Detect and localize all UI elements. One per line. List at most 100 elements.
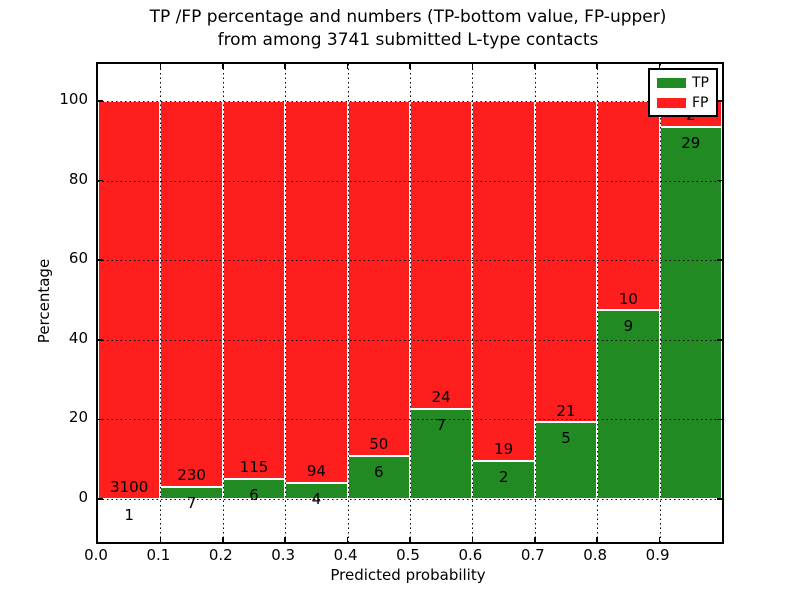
- x-tick-label: 0.0: [84, 546, 108, 564]
- x-tick-label: 0.8: [583, 546, 608, 564]
- legend: TP FP: [648, 68, 718, 117]
- tp-count-label: 7: [186, 494, 197, 513]
- x-tick-mark: [471, 537, 474, 542]
- x-tick-mark: [534, 537, 536, 542]
- x-tick-mark-top: [222, 64, 224, 69]
- y-tick-label: 60: [68, 249, 88, 268]
- gridline-vertical: [410, 64, 411, 542]
- chart-title-line1: TP /FP percentage and numbers (TP-bottom…: [149, 7, 667, 27]
- chart-title: TP /FP percentage and numbers (TP-bottom…: [96, 6, 720, 52]
- y-tick-mark-right: [717, 100, 722, 102]
- fp-bar-segment: [347, 101, 410, 457]
- y-tick-mark-right: [717, 498, 722, 500]
- fp-bar-segment: [98, 101, 161, 499]
- y-tick-mark: [98, 498, 103, 500]
- x-tick-label: 0.9: [645, 546, 670, 564]
- x-tick-label: 0.7: [520, 546, 545, 564]
- x-tick-mark-top: [596, 64, 598, 69]
- fp-count-label: 230: [177, 466, 206, 485]
- gridline-vertical: [659, 64, 661, 542]
- x-tick-mark: [596, 537, 598, 542]
- x-tick-mark: [222, 537, 224, 542]
- fp-bar-segment: [410, 101, 473, 410]
- tp-bar-segment: [472, 461, 535, 499]
- legend-label-tp: TP: [692, 75, 709, 91]
- y-tick-label: 0: [78, 488, 88, 506]
- x-axis-label: Predicted probability: [330, 566, 486, 584]
- legend-entry-fp: FP: [650, 96, 716, 110]
- tp-bar-segment: [659, 126, 722, 499]
- fp-count-label: 3100: [110, 477, 149, 496]
- x-tick-mark-top: [409, 64, 411, 69]
- y-tick-mark: [98, 179, 103, 182]
- tp-bar-segment: [347, 456, 410, 499]
- x-tick-label: 0.1: [146, 546, 171, 564]
- fp-count-label: 24: [431, 388, 451, 407]
- tp-count-label: 2: [498, 468, 509, 486]
- x-tick-mark-top: [159, 64, 162, 69]
- legend-entry-tp: TP: [650, 76, 716, 90]
- x-tick-mark-top: [471, 64, 474, 69]
- legend-label-fp: FP: [692, 95, 709, 111]
- x-tick-mark-top: [284, 64, 286, 69]
- fp-count-label: 94: [306, 461, 326, 480]
- chart-title-line2: from among 3741 submitted L-type contact…: [217, 30, 599, 50]
- fp-count-label: 19: [494, 440, 514, 459]
- fp-count-label: 10: [618, 289, 638, 308]
- gridline-vertical: [160, 64, 162, 542]
- y-tick-label: 20: [68, 408, 88, 427]
- x-tick-label: 0.5: [396, 546, 420, 564]
- y-tick-mark-right: [717, 179, 722, 182]
- y-tick-mark: [98, 259, 103, 261]
- x-tick-mark-top: [534, 64, 536, 69]
- tp-count-label: 7: [436, 416, 446, 435]
- fp-bar-segment: [222, 101, 286, 480]
- x-tick-mark-top: [658, 64, 661, 69]
- x-tick-mark: [346, 537, 349, 542]
- y-tick-mark: [98, 418, 103, 421]
- y-tick-mark-right: [717, 418, 722, 421]
- gridline-vertical: [597, 64, 599, 542]
- gridline-vertical: [222, 64, 224, 542]
- x-tick-mark: [409, 537, 411, 542]
- x-tick-mark: [284, 537, 286, 542]
- tp-color-swatch: [657, 78, 686, 88]
- x-tick-label: 0.6: [458, 546, 483, 564]
- plot-area: TP FP 3100123071156944506247192215109229: [96, 62, 724, 544]
- y-tick-mark-right: [717, 339, 722, 341]
- tp-count-label: 9: [623, 317, 634, 336]
- tp-bar-segment: [597, 310, 660, 499]
- fp-color-swatch: [657, 98, 686, 108]
- tp-count-label: 1: [124, 505, 134, 524]
- tp-count-label: 6: [249, 486, 259, 505]
- y-tick-mark: [98, 339, 103, 341]
- tp-count-label: 29: [681, 133, 701, 152]
- y-tick-label: 100: [59, 90, 88, 108]
- fp-bar-segment: [160, 101, 223, 488]
- tp-count-label: 5: [561, 429, 571, 448]
- gridline-vertical: [285, 64, 287, 542]
- gridline-vertical: [472, 64, 474, 542]
- tp-count-label: 4: [311, 489, 322, 508]
- x-tick-label: 0.4: [333, 546, 358, 564]
- y-tick-mark: [98, 100, 103, 102]
- x-tick-label: 0.2: [208, 546, 233, 564]
- fp-count-label: 21: [556, 401, 576, 420]
- fp-bar-segment: [597, 101, 660, 311]
- fp-count-label: 115: [239, 458, 269, 477]
- fp-bar-segment: [534, 101, 598, 423]
- fp-bar-segment: [285, 101, 348, 483]
- tp-bar-segment: [410, 409, 473, 499]
- x-tick-label: 0.3: [271, 546, 296, 564]
- gridline-vertical: [534, 64, 536, 542]
- tp-count-label: 6: [374, 463, 384, 482]
- y-tick-label: 80: [68, 169, 88, 188]
- x-tick-mark: [658, 537, 661, 542]
- fp-bar-segment: [472, 101, 535, 462]
- x-tick-mark: [159, 537, 162, 542]
- gridline-vertical: [347, 64, 349, 542]
- fp-count-label: 50: [369, 435, 389, 454]
- x-tick-mark-top: [346, 64, 349, 69]
- y-tick-label: 40: [68, 328, 88, 347]
